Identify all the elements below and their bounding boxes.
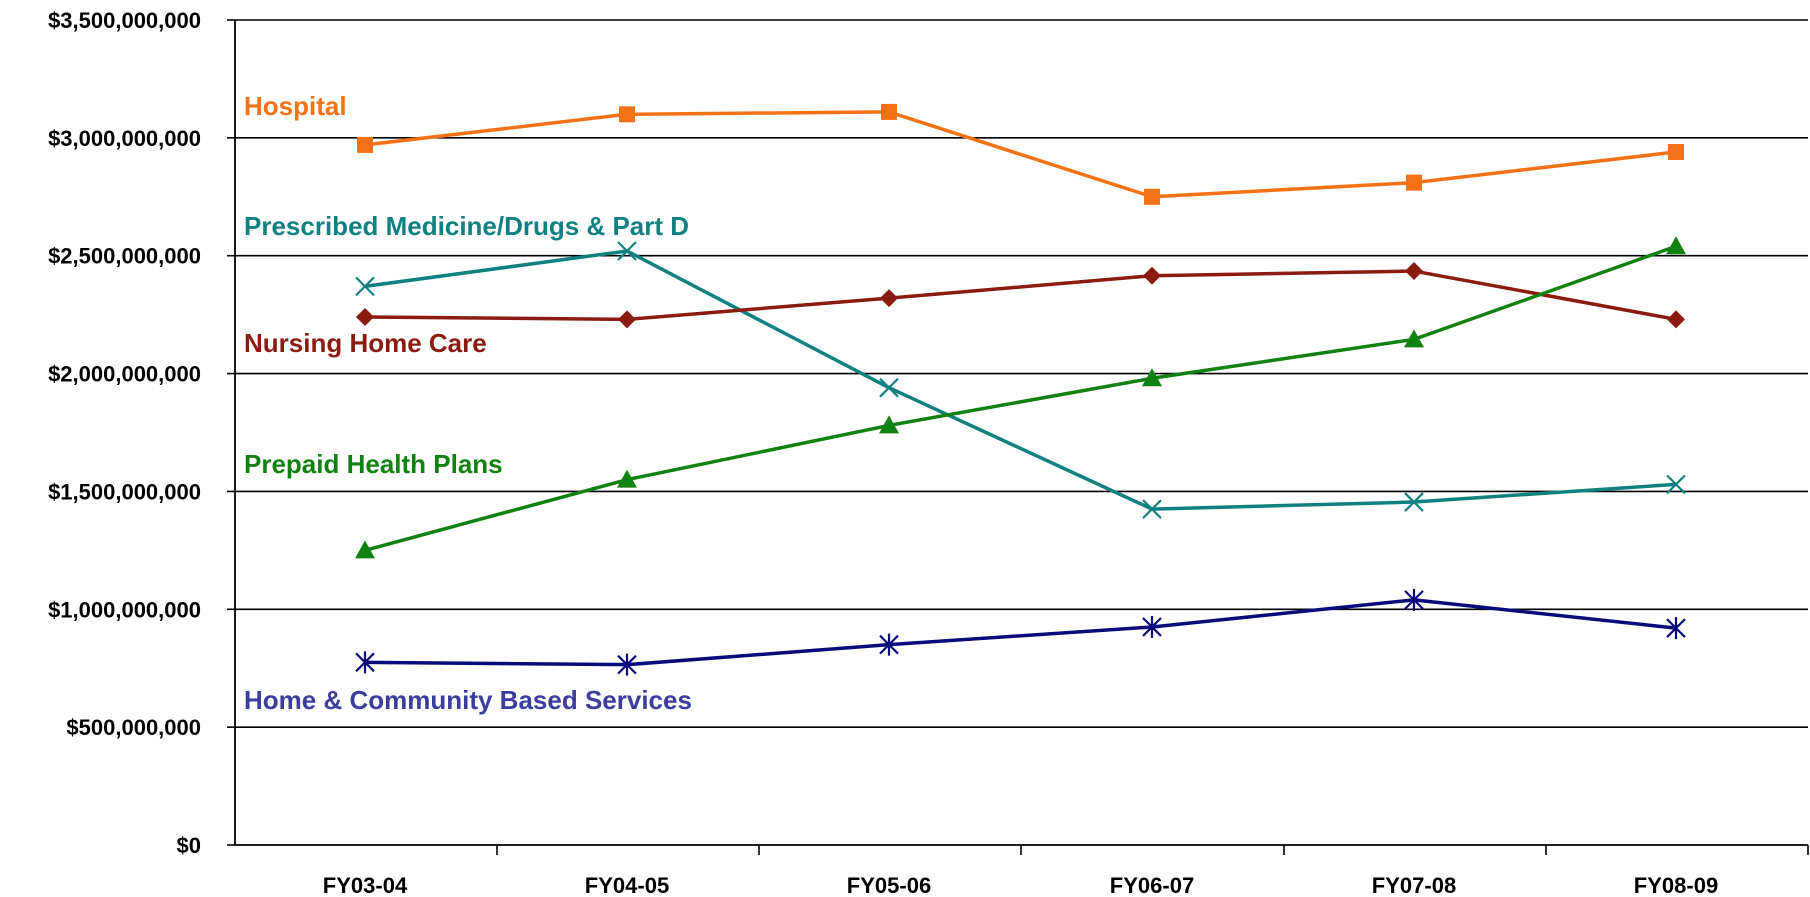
data-point-asterisk [879, 633, 899, 656]
data-point-square [357, 136, 373, 153]
axes: $0 $500,000,000 $1,000,000,000 $1,500,000,0… [48, 8, 1809, 897]
data-point-square [619, 106, 635, 123]
series-prepaid-health-plans [355, 236, 1686, 559]
data-point-diamond [1667, 310, 1685, 329]
x-tick-label: FY08-09 [1634, 873, 1718, 897]
series-line [364, 269, 1677, 322]
data-point-triangle [1404, 329, 1424, 348]
data-point-asterisk [1142, 615, 1162, 638]
data-point-asterisk [617, 653, 637, 676]
x-tick-label: FY03-04 [323, 873, 408, 897]
x-tick-label: FY05-06 [847, 873, 931, 897]
data-point-triangle [1142, 368, 1162, 387]
data-point-asterisk [355, 651, 375, 674]
data-point-x [879, 377, 899, 398]
data-point-x [1666, 474, 1686, 495]
series-label: Prepaid Health Plans [244, 449, 503, 479]
data-point-diamond [618, 310, 636, 329]
series-label: Nursing Home Care [244, 328, 487, 358]
data-point-x [1142, 499, 1162, 519]
gridlines [235, 19, 1808, 728]
series-line [364, 249, 1677, 511]
data-point-square [1406, 174, 1422, 191]
series-prescribed-medicine-drugs-part-d [355, 241, 1686, 519]
y-tick-label: $3,500,000,000 [48, 8, 201, 33]
data-point-x [355, 276, 375, 297]
y-tick-label: $0 [177, 833, 201, 858]
data-point-triangle [355, 540, 375, 559]
series-nursing-home-care [356, 262, 1685, 329]
y-tick-label: $3,000,000,000 [48, 126, 201, 151]
series-hospital [357, 103, 1684, 205]
data-point-triangle [617, 469, 637, 488]
y-tick-label: $2,500,000,000 [48, 244, 201, 269]
data-point-square [1144, 188, 1160, 205]
data-point-asterisk [1404, 588, 1424, 611]
data-point-triangle [1666, 236, 1686, 255]
y-tick-label: $1,000,000,000 [48, 597, 201, 622]
series-label: Prescribed Medicine/Drugs & Part D [244, 211, 689, 241]
data-point-diamond [356, 308, 374, 326]
y-tick-label: $1,500,000,000 [48, 479, 201, 504]
series-line [364, 244, 1677, 553]
data-point-square [1668, 144, 1684, 160]
y-tick-label: $2,000,000,000 [48, 362, 201, 387]
series-label: Home & Community Based Services [244, 685, 692, 715]
data-point-diamond [1405, 262, 1423, 281]
data-point-asterisk [1666, 617, 1686, 640]
x-tick-label: FY04-05 [585, 873, 669, 897]
series-line [364, 598, 1677, 667]
data-point-diamond [1143, 266, 1161, 285]
series-label: Hospital [244, 91, 347, 121]
data-point-diamond [880, 289, 898, 308]
data-point-square [881, 103, 897, 120]
data-point-x [1404, 492, 1424, 512]
series-home-community-based-services [355, 588, 1686, 676]
series-lines [355, 103, 1686, 676]
x-tick-label: FY07-08 [1372, 873, 1456, 897]
series-line [364, 110, 1677, 199]
data-point-triangle [879, 415, 899, 434]
data-point-x [617, 241, 637, 261]
series-labels: Hospital Prescribed Medicine/Drugs & Part… [244, 91, 692, 715]
x-tick-label: FY06-07 [1110, 873, 1194, 897]
y-tick-label: $500,000,000 [66, 715, 201, 740]
